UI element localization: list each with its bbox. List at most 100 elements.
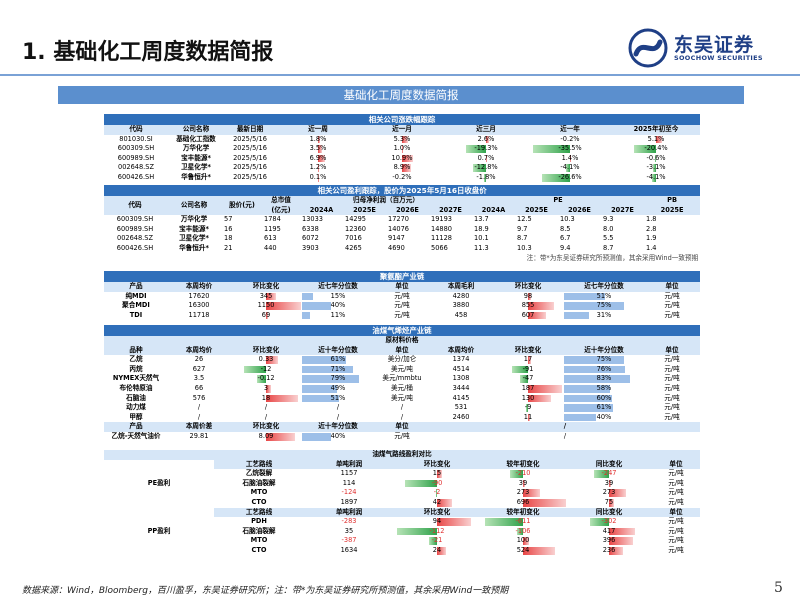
table-cell: 元/吨 [668, 497, 684, 506]
table-cell: 石脑油裂解 [242, 478, 276, 487]
value-bar [565, 164, 570, 172]
table-cell: 元/吨 [664, 374, 680, 383]
table-cell: 273 [566, 488, 652, 498]
value-bar [472, 164, 486, 172]
value-bar [526, 404, 528, 412]
cell-value: 100 [516, 536, 530, 545]
polyurethane-section-title: 聚氨酯产业链 [104, 271, 701, 282]
table-cell: 1.4 [646, 243, 657, 252]
table-cell: 华鲁恒升* [181, 172, 211, 181]
table-cell: 美元/吨 [390, 393, 413, 402]
value-bar [528, 302, 554, 310]
value-bar [528, 394, 552, 403]
table-cell: 524 [480, 546, 566, 556]
value-bar [528, 311, 547, 320]
column-header: 公司名称 [168, 125, 224, 135]
value-bar [318, 154, 326, 163]
value-bar [609, 527, 635, 536]
column-header: 2025年初至今 [612, 125, 701, 135]
table-cell: 14076 [388, 224, 409, 233]
cell-value: -21 [431, 536, 443, 545]
table-cell: -12 [230, 365, 302, 375]
cell-value: -3.1% [646, 163, 666, 172]
table-cell: 345 [230, 292, 302, 302]
cell-value: 24 [432, 545, 442, 554]
value-bar [523, 546, 556, 555]
value-bar [266, 311, 269, 320]
year-header: 2026E [386, 205, 429, 216]
table-cell: 600426.SH [117, 172, 155, 181]
olefin-profit-table: 油煤气路线盈利对比 PE盈利 工艺路线 单吨利润 环比变化 较年初变化 同比变化 单位 乙烷裂… [104, 450, 701, 556]
table-cell: 66 [194, 383, 204, 392]
table-cell: 75% [564, 355, 644, 365]
table-cell: 600426.SH [116, 243, 154, 252]
table-cell: 600989.SH [117, 153, 155, 162]
table-cell: 5.5 [603, 234, 614, 243]
column-header: 单位 [652, 459, 701, 470]
value-bar [564, 394, 612, 403]
table-cell: 元/吨 [394, 310, 410, 319]
cell-value: 15% [330, 291, 346, 300]
column-header: 单位 [374, 282, 430, 292]
cell-value: 39 [518, 478, 528, 487]
cell-value: 42 [432, 497, 442, 506]
column-header: 较年初变化 [480, 507, 566, 518]
value-bar [437, 470, 443, 478]
table-cell: 宝丰能源* [181, 153, 211, 162]
table-cell: -0.2% [528, 135, 612, 145]
table-cell: 1.9 [646, 234, 657, 243]
cell-value: 76% [596, 364, 612, 373]
table-cell: 1308 [452, 374, 470, 383]
table-cell: -91 [492, 365, 564, 375]
table-cell: / [400, 412, 404, 421]
cell-value: -4.1% [560, 163, 580, 172]
year-header: 2027E [601, 205, 644, 216]
column-header: 本周均价 [168, 282, 230, 292]
table-cell: 8.7 [603, 243, 614, 252]
table-cell: 乙烷-天然气油价 [111, 431, 161, 440]
value-bar [523, 537, 530, 545]
table-cell: 14295 [345, 215, 366, 224]
table-cell: 12.5 [517, 215, 532, 224]
value-bar [519, 375, 528, 383]
table-cell: 2.8 [646, 224, 657, 233]
table-cell: 855 [492, 301, 564, 311]
value-bar [564, 311, 589, 320]
table-row: 石脑油裂解 114 -90 39 39 元/吨 [104, 479, 700, 489]
table-row: 600426.SH 华鲁恒升* 2025/5/16 0.1% -0.2% -1.8% -26… [104, 173, 700, 183]
table-cell: 元/吨 [668, 536, 684, 545]
table-cell: MTO [250, 488, 268, 497]
value-bar [609, 498, 614, 507]
cell-value: 5.3% [393, 134, 411, 143]
cell-value: 1.8% [309, 134, 327, 143]
table-cell: 31% [564, 311, 644, 321]
olefin-raw-material-table: 油煤气烯烃产业链 原材料价格 品种 本周均价 环比变化 近十年分位数 单位 本周均价 环比变… [104, 325, 700, 442]
cell-value: 61% [330, 355, 346, 364]
table-cell: -210 [480, 469, 566, 479]
table-cell: 元/吨 [664, 355, 680, 364]
cell-value: 39 [604, 478, 614, 487]
value-bar [302, 292, 313, 301]
performance-table: 相关公司涨跌幅跟踪 代码 公司名称 最新日期 近一周 近一月 近三月 近一年 2025年初至今… [104, 114, 701, 183]
table-cell: 17 [492, 355, 564, 365]
table-cell: -112 [394, 527, 480, 537]
value-bar [510, 470, 523, 478]
table-cell: 79% [302, 374, 374, 384]
table-cell: 10.1 [474, 234, 489, 243]
table-cell: 石脑油裂解 [242, 526, 276, 535]
table-cell: 40% [302, 432, 374, 442]
polyurethane-table: 聚氨酯产业链 产品 本周均价 环比变化 近七年分位数 单位 本周毛利 环比变化 近七年分位数单… [104, 271, 701, 321]
table-cell: 1.2% [276, 163, 360, 173]
table-cell: 基础化工指数 [176, 134, 216, 143]
column-header: 本周均价 [430, 345, 492, 356]
table-cell: 9.3 [603, 215, 614, 224]
table-cell: 15 [394, 469, 480, 479]
table-cell: 9147 [388, 234, 405, 243]
table-cell: 元/吨 [668, 478, 684, 487]
table-cell: 57 [224, 215, 233, 224]
column-header: 产品 [104, 282, 168, 292]
table-cell: 元/吨 [664, 403, 680, 412]
earn-header-pb: PB [644, 196, 701, 206]
table-cell: CTO [251, 497, 267, 506]
table-cell: 19193 [431, 215, 452, 224]
